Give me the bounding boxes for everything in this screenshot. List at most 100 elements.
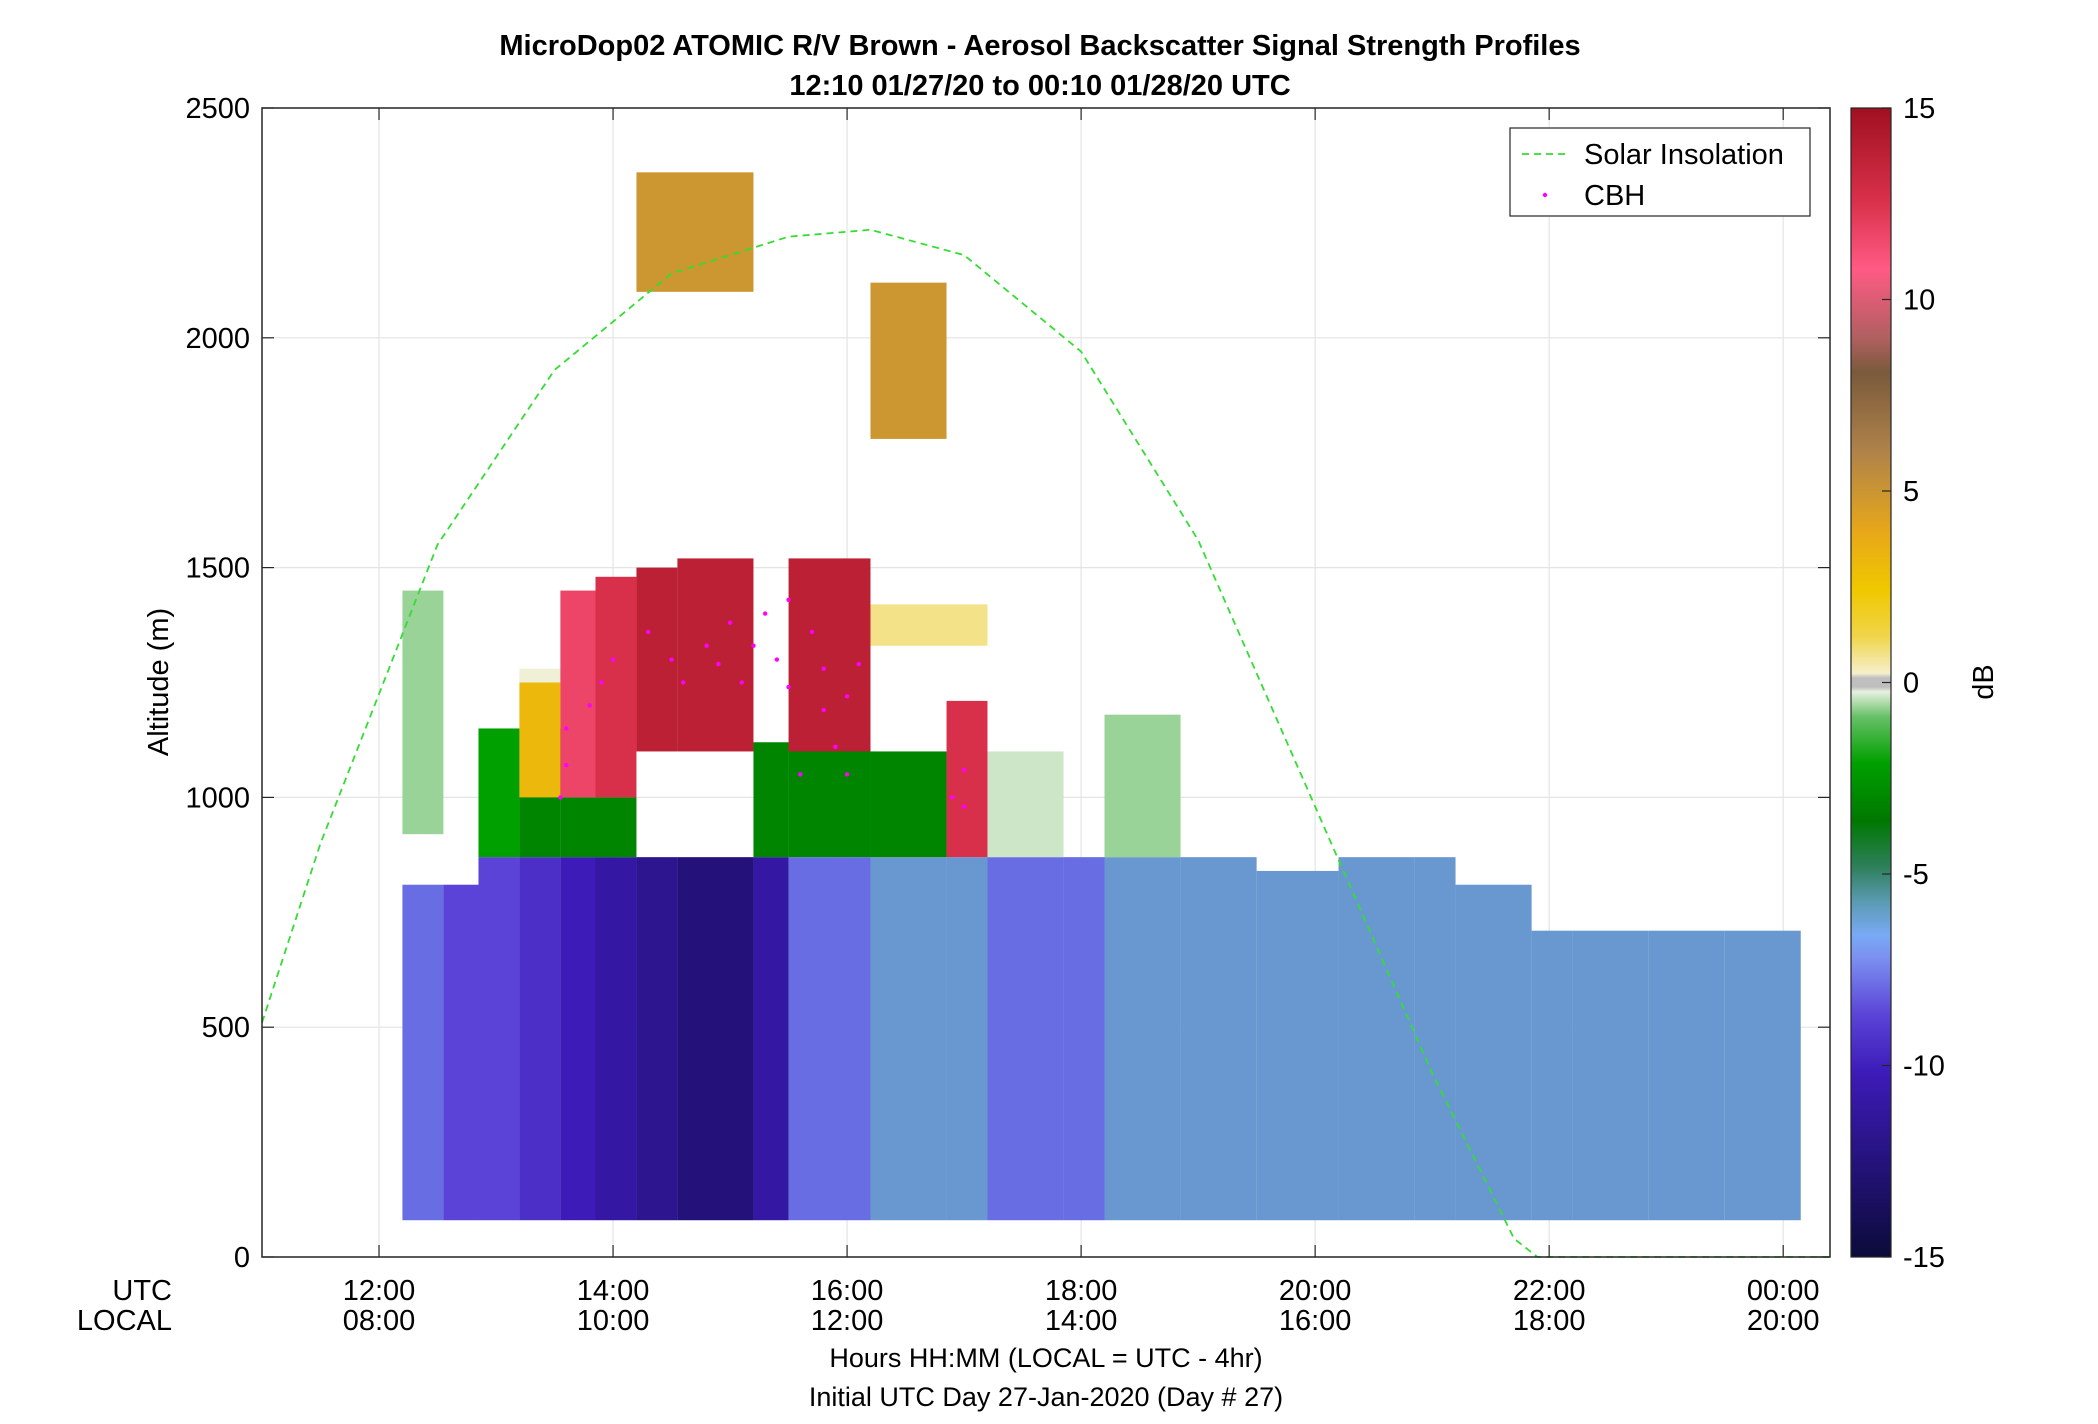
heatmap-cell — [636, 857, 678, 1221]
heatmap-cell — [1104, 857, 1181, 1221]
x-tick-label-utc: 12:00 — [343, 1275, 416, 1307]
y-tick-label: 1500 — [185, 553, 250, 585]
cbh-point — [669, 657, 674, 662]
colorbar-tick-label: 5 — [1903, 476, 1919, 508]
legend-box — [1509, 127, 1811, 217]
cbh-point — [739, 680, 744, 685]
colorbar-tick-label: -10 — [1903, 1051, 1945, 1083]
x-axis-label-line2: Initial UTC Day 27-Jan-2020 (Day # 27) — [809, 1382, 1283, 1412]
cbh-point — [809, 629, 815, 635]
heatmap-cell — [595, 576, 637, 798]
colorbar-tick-label: -15 — [1903, 1242, 1945, 1274]
heatmap-cell — [987, 751, 1064, 858]
cbh-point — [610, 657, 616, 662]
heatmap-cell — [1724, 930, 1801, 1221]
legend-cbh-label: CBH — [1584, 180, 1645, 212]
heatmap-cell — [1063, 857, 1105, 1221]
heatmap-cell — [1455, 884, 1532, 1221]
cbh-point — [821, 666, 826, 671]
chart-title-line1: MicroDop02 ATOMIC R/V Brown - Aerosol Ba… — [499, 30, 1580, 62]
heatmap-cell — [870, 751, 947, 858]
cbh-point — [564, 726, 569, 731]
y-tick-label: 2000 — [185, 323, 250, 355]
cbh-layer — [558, 597, 967, 809]
heatmap-cell — [753, 742, 789, 858]
cbh-point — [564, 763, 569, 768]
y-axis: 0 500 1000 1500 2000 2500 — [185, 93, 1830, 1274]
heatmap-cell — [402, 884, 444, 1221]
x-tick-label-utc: 22:00 — [1513, 1275, 1586, 1307]
heatmap-cell — [1572, 930, 1649, 1221]
cbh-point — [645, 629, 651, 635]
heatmap-cell — [560, 857, 596, 1221]
x-tick-label-utc: 16:00 — [811, 1275, 884, 1307]
x-tick-label-utc: 14:00 — [577, 1275, 650, 1307]
heatmap-cell — [987, 857, 1064, 1221]
y-tick-label: 0 — [234, 1242, 250, 1274]
cbh-point — [844, 772, 850, 777]
row-label-utc: UTC — [112, 1275, 172, 1307]
legend-solar-label: Solar Insolation — [1584, 139, 1784, 171]
chart-title-line2: 12:10 01/27/20 to 00:10 01/28/20 UTC — [789, 70, 1290, 102]
legend-cbh-swatch — [1542, 192, 1548, 198]
solar-insolation-line — [261, 228, 1830, 1258]
legend: Solar Insolation CBH — [1509, 127, 1811, 217]
heatmap-cell — [519, 668, 561, 683]
x-tick-label-local: 20:00 — [1747, 1305, 1820, 1337]
heatmap-cell — [519, 857, 561, 1221]
cbh-point — [751, 643, 756, 648]
heatmap-cell — [870, 604, 988, 646]
cbh-point — [762, 611, 768, 616]
x-tick-label-local: 18:00 — [1513, 1305, 1586, 1337]
cbh-point — [774, 657, 780, 662]
y-tick-label: 2500 — [185, 93, 250, 125]
heatmap-cell — [753, 857, 789, 1221]
x-tick-label-utc: 20:00 — [1279, 1275, 1352, 1307]
x-tick-label-local: 08:00 — [343, 1305, 416, 1337]
heatmap-cell — [946, 857, 988, 1221]
colorbar-tick-label: 0 — [1903, 668, 1919, 700]
heatmap-cell — [788, 857, 871, 1221]
heatmap-layer — [402, 172, 1801, 1221]
heatmap-cell — [1531, 930, 1573, 1221]
x-tick-label-local: 16:00 — [1279, 1305, 1352, 1337]
cbh-point — [727, 620, 733, 625]
cbh-point — [856, 661, 861, 667]
x-tick-label-utc: 00:00 — [1747, 1275, 1820, 1307]
heatmap-cell — [443, 884, 479, 1221]
colorbar-tick-label: 10 — [1903, 285, 1935, 317]
heatmap-cell — [946, 700, 988, 858]
cbh-point — [798, 772, 803, 777]
y-axis-label: Altitude (m) — [143, 608, 175, 756]
colorbar-tick-label: -5 — [1903, 859, 1929, 891]
heatmap-cell — [1338, 857, 1415, 1221]
heatmap-cell — [870, 857, 947, 1221]
cbh-point — [786, 684, 791, 690]
heatmap-cell — [1104, 714, 1181, 858]
colorbar-label: dB — [1968, 664, 2000, 699]
x-tick-label-local: 14:00 — [1045, 1305, 1118, 1337]
heatmap-cell — [636, 172, 754, 292]
heatmap-cell — [560, 590, 596, 798]
cbh-point — [681, 680, 686, 685]
heatmap-cell — [519, 682, 561, 798]
cbh-point — [961, 767, 967, 773]
y-tick-label: 500 — [202, 1012, 250, 1044]
heatmap-cell — [1256, 870, 1339, 1221]
heatmap-cell — [677, 558, 754, 752]
x-axis-label-line1: Hours HH:MM (LOCAL = UTC - 4hr) — [829, 1343, 1262, 1373]
heatmap-cell — [788, 558, 871, 752]
cbh-point — [704, 643, 709, 648]
plot-frame — [261, 107, 1831, 1258]
cbh-point — [599, 680, 604, 685]
heatmap-cell — [478, 728, 520, 858]
heatmap-cell — [788, 742, 871, 858]
heatmap-cell — [1648, 930, 1725, 1221]
heatmap-cell — [560, 797, 596, 858]
heatmap-cell — [1180, 857, 1257, 1221]
x-axis: 12:0008:0014:0010:0016:0012:0018:0014:00… — [343, 108, 1820, 1337]
heatmap-cell — [1414, 857, 1456, 1221]
cbh-point — [833, 744, 838, 750]
solar-insolation-layer — [261, 228, 1830, 1258]
